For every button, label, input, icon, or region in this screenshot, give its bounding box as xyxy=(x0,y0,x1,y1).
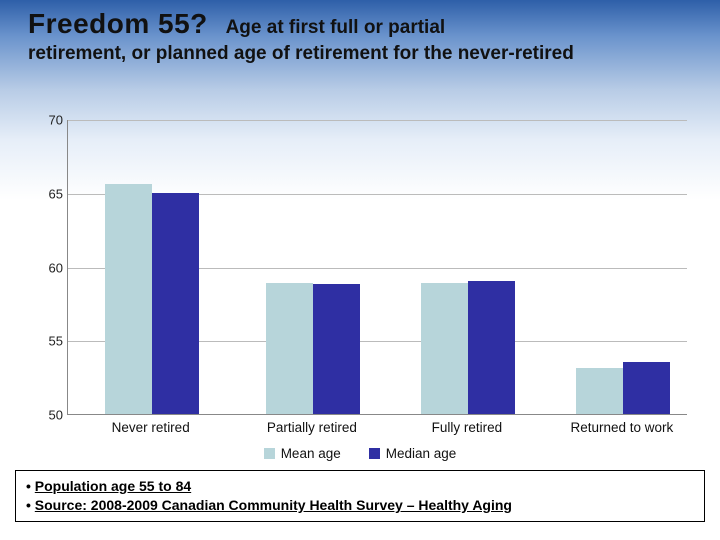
bar xyxy=(105,184,152,414)
y-tick-label: 50 xyxy=(33,408,63,423)
title-block: Freedom 55? Age at first full or partial… xyxy=(0,0,720,67)
x-axis-label: Partially retired xyxy=(242,420,382,435)
bars-layer xyxy=(68,120,687,414)
legend-item: Mean age xyxy=(264,446,341,461)
x-axis-label: Never retired xyxy=(81,420,221,435)
legend-swatch xyxy=(264,448,275,459)
bar xyxy=(421,283,468,414)
y-tick-label: 65 xyxy=(33,186,63,201)
legend-swatch xyxy=(369,448,380,459)
y-tick-label: 55 xyxy=(33,334,63,349)
bar xyxy=(623,362,670,414)
bar-chart: 5055606570 Never retiredPartially retire… xyxy=(25,120,695,460)
footer-line2: • Source: 2008-2009 Canadian Community H… xyxy=(26,496,694,515)
title-main: Freedom 55? xyxy=(28,8,208,39)
bar xyxy=(313,284,360,414)
title-line2: retirement, or planned age of retirement… xyxy=(28,42,692,67)
legend: Mean age Median age xyxy=(25,446,695,462)
bar xyxy=(152,193,199,414)
legend-label: Median age xyxy=(386,446,457,461)
footer-box: • Population age 55 to 84 • Source: 2008… xyxy=(15,470,705,522)
legend-item: Median age xyxy=(369,446,457,461)
plot-area xyxy=(67,120,687,415)
title-sub: Age at first full or partial xyxy=(226,17,446,38)
y-tick-label: 70 xyxy=(33,113,63,128)
bar xyxy=(576,368,623,414)
x-axis-label: Fully retired xyxy=(397,420,537,435)
footer-line1: • Population age 55 to 84 xyxy=(26,477,694,496)
bar xyxy=(468,281,515,414)
y-tick-label: 60 xyxy=(33,260,63,275)
bar xyxy=(266,283,313,414)
legend-label: Mean age xyxy=(281,446,341,461)
x-axis-label: Returned to work xyxy=(552,420,692,435)
